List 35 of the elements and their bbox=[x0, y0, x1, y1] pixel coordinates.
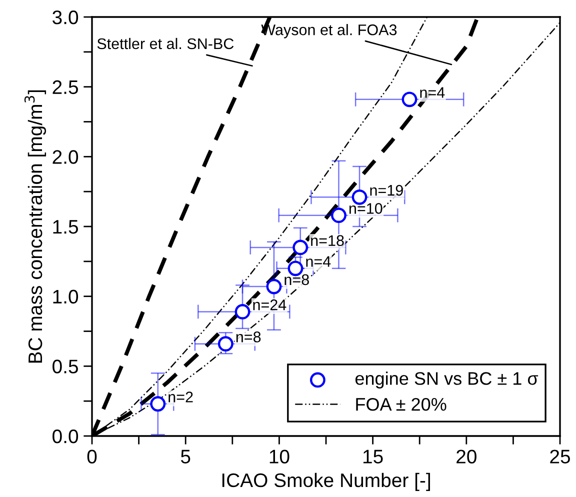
annotation: n=10 bbox=[349, 203, 382, 214]
y-tick-label: 2.0 bbox=[52, 150, 78, 164]
annotation: n=2 bbox=[168, 392, 193, 402]
annotation: n=19 bbox=[370, 184, 403, 196]
x-tick-label: 0 bbox=[87, 450, 97, 464]
x-tick-label: 15 bbox=[363, 450, 383, 464]
annotation: n=8 bbox=[236, 332, 261, 342]
x-tick-label: 25 bbox=[550, 450, 570, 464]
y-axis-title: BC mass concentration [mg/m$^{3}$] bbox=[24, 90, 46, 363]
x-axis-title: ICAO Smoke Number [-] bbox=[222, 472, 430, 491]
annotation: n=4 bbox=[306, 256, 331, 267]
x-tick-label: 10 bbox=[270, 450, 290, 464]
y-tick-label: 2.5 bbox=[52, 80, 78, 94]
text: 0.0 bbox=[52, 429, 78, 444]
point bbox=[266, 278, 282, 294]
point bbox=[150, 396, 166, 412]
annotation: n=4 bbox=[420, 87, 445, 98]
y-tick-label: 3.0 bbox=[52, 10, 78, 24]
x-tick-label: 20 bbox=[456, 450, 476, 464]
annotation: n=24 bbox=[253, 299, 286, 310]
annotation: n=8 bbox=[284, 274, 309, 286]
y-tick-label: 1.5 bbox=[53, 220, 78, 234]
legend-label: FOA ± 20% bbox=[356, 398, 446, 411]
annotation: Wayson et al. FOA3 bbox=[261, 24, 397, 38]
legend-label: engine SN vs BC ± 1 σ bbox=[355, 372, 538, 388]
point bbox=[292, 240, 308, 256]
y-tick-label: 1.0 bbox=[53, 290, 78, 304]
x-tick-label: 5 bbox=[180, 450, 190, 464]
annotation: Stettler et al. SN-BC bbox=[97, 38, 234, 50]
y-tick-label: 0.5 bbox=[52, 360, 78, 374]
point bbox=[331, 208, 346, 224]
point bbox=[402, 92, 418, 108]
point bbox=[234, 304, 250, 320]
annotation: n=18 bbox=[311, 235, 344, 246]
point bbox=[218, 336, 234, 352]
